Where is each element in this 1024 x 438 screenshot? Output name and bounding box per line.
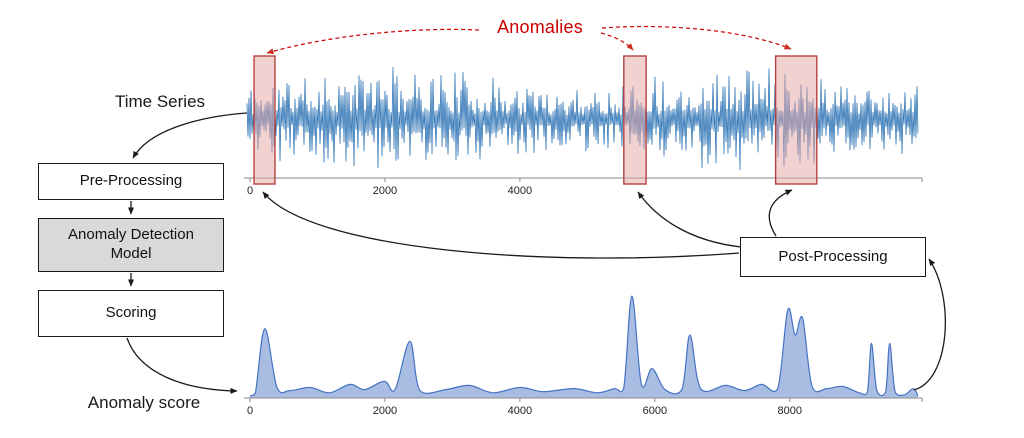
axis-tick-label: 2000 [373, 185, 397, 197]
axis-tick-label: 4000 [508, 185, 532, 197]
dashed-arrow-to-region1 [266, 28, 480, 55]
anomaly-score-area [250, 296, 918, 398]
scoring-box: Scoring [38, 290, 224, 337]
pre-processing-box: Pre-Processing [38, 163, 224, 200]
arrow-scoring-to-anomalyscore [126, 337, 238, 394]
axis-tick-label: 4000 [508, 405, 532, 417]
dashed-arrow-to-region2 [600, 32, 634, 51]
time-series-plot: 0 2000 4000 [244, 55, 923, 197]
anomaly-detection-model-label: Anomaly Detection Model [68, 226, 194, 262]
arrow-postprocessing-to-region2 [637, 191, 742, 248]
anomaly-region [774, 55, 818, 185]
time-series-label: Time Series [114, 92, 206, 111]
arrow-postprocessing-to-region3 [768, 189, 793, 237]
anomaly-detection-model-box: Anomaly Detection Model [38, 218, 224, 272]
anomaly-annotation-arrows [266, 25, 792, 55]
dashed-arrow-to-region3 [601, 25, 792, 50]
arrow-postprocessing-to-region1 [262, 191, 740, 259]
post-processing-box: Post-Processing [740, 237, 926, 277]
anomaly-region [623, 55, 647, 185]
anomaly-score-x-axis: 0 2000 4000 6000 8000 [244, 397, 923, 417]
anomalies-label: Anomalies [497, 17, 583, 37]
scoring-label: Scoring [105, 304, 157, 322]
flow-arrows [126, 112, 946, 394]
anomaly-region [253, 55, 276, 185]
arrow-anomalyscore-to-postprocessing [913, 258, 946, 391]
axis-tick-label: 6000 [643, 405, 667, 417]
post-processing-label: Post-Processing [778, 247, 888, 265]
axis-tick-label: 0 [247, 405, 253, 417]
axis-tick-label: 0 [247, 185, 253, 197]
anomaly-score-plot: 0 2000 4000 6000 8000 [244, 295, 923, 417]
anomaly-score-line [249, 295, 919, 397]
pre-processing-label: Pre-Processing [79, 172, 183, 190]
anomaly-score-label: Anomaly score [87, 393, 201, 412]
axis-tick-label: 8000 [778, 405, 802, 417]
time-series-x-axis: 0 2000 4000 [244, 177, 923, 197]
axis-tick-label: 2000 [373, 405, 397, 417]
anomaly-regions [253, 55, 818, 185]
arrow-timeseries-to-preprocessing [132, 112, 248, 159]
